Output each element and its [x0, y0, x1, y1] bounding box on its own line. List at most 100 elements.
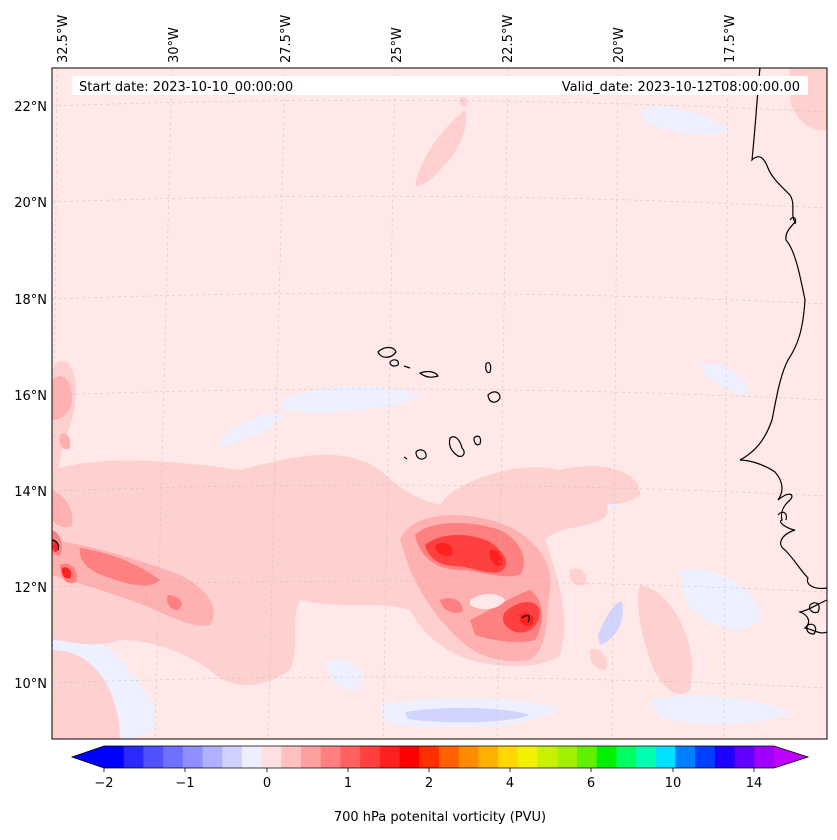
max-pv-core [519, 613, 534, 626]
lat-label: 18°N [14, 293, 47, 308]
colorbar-segment [498, 746, 519, 768]
colorbar-segment [104, 746, 125, 768]
negative-pv-patch [700, 364, 746, 395]
colorbar-segment [261, 746, 282, 768]
colorbar-segment [695, 746, 716, 768]
colorbar-ticks [103, 768, 755, 772]
colorbar-segment [714, 746, 735, 768]
island-brava [403, 456, 408, 460]
colorbar-segment [596, 746, 617, 768]
moderate-pv-band [52, 490, 73, 528]
coastlines [739, 68, 827, 635]
colorbar-tick-labels: −2 −1 0 1 2 4 6 10 14 [94, 776, 762, 791]
colorbar-segment [163, 746, 184, 768]
africa-island [808, 602, 820, 614]
parallel-22n [52, 99, 827, 113]
lat-label: 22°N [14, 100, 47, 115]
map-frame [51, 67, 828, 740]
colorbar: −2 −1 0 1 2 4 6 10 14 700 hPa potenital … [70, 745, 810, 825]
lon-label: 17.5°W [723, 15, 738, 63]
colorbar-segment [419, 746, 440, 768]
parallel-18n [52, 292, 827, 305]
island-sao-nicolau [418, 370, 439, 378]
cb-tick-label: 10 [665, 776, 682, 791]
lon-label: 20°W [612, 27, 627, 63]
valid-date-label: Valid_date: 2023-10-12T08:00:00.00 [562, 80, 800, 95]
meridian-17-5w [723, 68, 729, 739]
cb-tick-label: 1 [344, 776, 352, 791]
africa-coastline [739, 68, 827, 590]
negative-pv-patch [598, 601, 623, 645]
positive-pv-band [459, 97, 468, 107]
colorbar-segment [123, 746, 144, 768]
colorbar-segment [734, 746, 755, 768]
colorbar-segment [202, 746, 223, 768]
positive-pv-band [415, 110, 467, 186]
positive-pv-band [560, 466, 640, 505]
colorbar-segment [182, 746, 203, 768]
meridian-20w [611, 68, 619, 739]
cb-tick-label: 2 [425, 776, 433, 791]
vortex-fragment [521, 614, 531, 623]
map-gridlines [52, 68, 827, 739]
positive-pv-band [569, 568, 587, 586]
parallel-10n [52, 676, 827, 689]
positive-pv-band [150, 560, 260, 614]
max-pv-core [61, 567, 72, 579]
africa-coastline-south [797, 599, 827, 634]
lon-label: 30°W [167, 27, 182, 63]
colorbar-segment [143, 746, 164, 768]
colorbar-left-extension [72, 746, 104, 768]
island-sao-vicente [389, 359, 399, 367]
island-sal [485, 361, 492, 374]
negative-pv-patch [640, 106, 730, 135]
strong-pv-band [79, 548, 160, 586]
meridian-25w [382, 68, 396, 739]
lat-label: 16°N [14, 389, 47, 404]
colorbar-segment [537, 746, 558, 768]
cape-verde-islands [377, 346, 501, 460]
colorbar-segment [517, 746, 538, 768]
cb-tick-label: 4 [506, 776, 514, 791]
lat-label: 14°N [14, 485, 47, 500]
island-santa-luzia [403, 365, 411, 369]
colorbar-segment [360, 746, 381, 768]
lon-label: 25°W [390, 27, 405, 63]
cb-tick-label: 6 [587, 776, 595, 791]
meridian-27-5w [267, 68, 286, 739]
moderate-pv-band [59, 433, 71, 450]
colorbar-segment [478, 746, 499, 768]
cb-tick-label: 14 [746, 776, 763, 791]
strong-pv-band [167, 595, 182, 610]
colorbar-segment [754, 746, 775, 768]
pv-contours [52, 68, 827, 739]
cb-tick-label: 0 [263, 776, 271, 791]
negative-pv-patch [650, 695, 790, 724]
max-pv-core [489, 549, 503, 566]
colorbar-segment [675, 746, 696, 768]
colorbar-segments [104, 746, 775, 768]
colorbar-segment [439, 746, 460, 768]
negative-pv-patch [680, 569, 760, 630]
positive-pv-band [589, 649, 608, 670]
colorbar-segment [557, 746, 578, 768]
colorbar-segment [616, 746, 637, 768]
lon-label: 22.5°W [501, 15, 516, 63]
island-maio [473, 435, 482, 446]
colorbar-segment [655, 746, 676, 768]
lon-label: 27.5°W [279, 15, 294, 63]
colorbar-segment [222, 746, 243, 768]
negative-pv-patch [405, 707, 530, 723]
parallel-16n [52, 388, 827, 401]
negative-pv-patch [327, 659, 362, 690]
colorbar-title: 700 hPa potenital vorticity (PVU) [334, 810, 546, 825]
africa-island [806, 623, 817, 635]
parallel-14n [52, 484, 827, 497]
meridian-30w [154, 68, 173, 739]
colorbar-segment [281, 746, 302, 768]
lat-label: 12°N [14, 581, 47, 596]
map-area [52, 68, 827, 739]
negative-pv-patch [220, 413, 285, 446]
meridian-32-5w [52, 68, 58, 739]
